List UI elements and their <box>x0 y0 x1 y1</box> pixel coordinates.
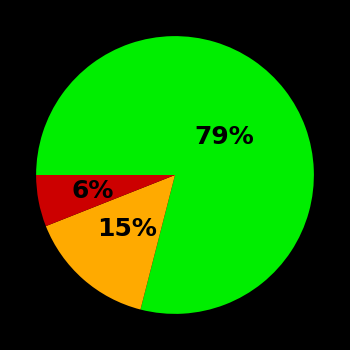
Text: 6%: 6% <box>72 178 114 203</box>
Text: 15%: 15% <box>97 217 157 241</box>
Wedge shape <box>36 175 175 226</box>
Text: 79%: 79% <box>195 125 254 149</box>
Wedge shape <box>36 36 314 314</box>
Wedge shape <box>46 175 175 309</box>
